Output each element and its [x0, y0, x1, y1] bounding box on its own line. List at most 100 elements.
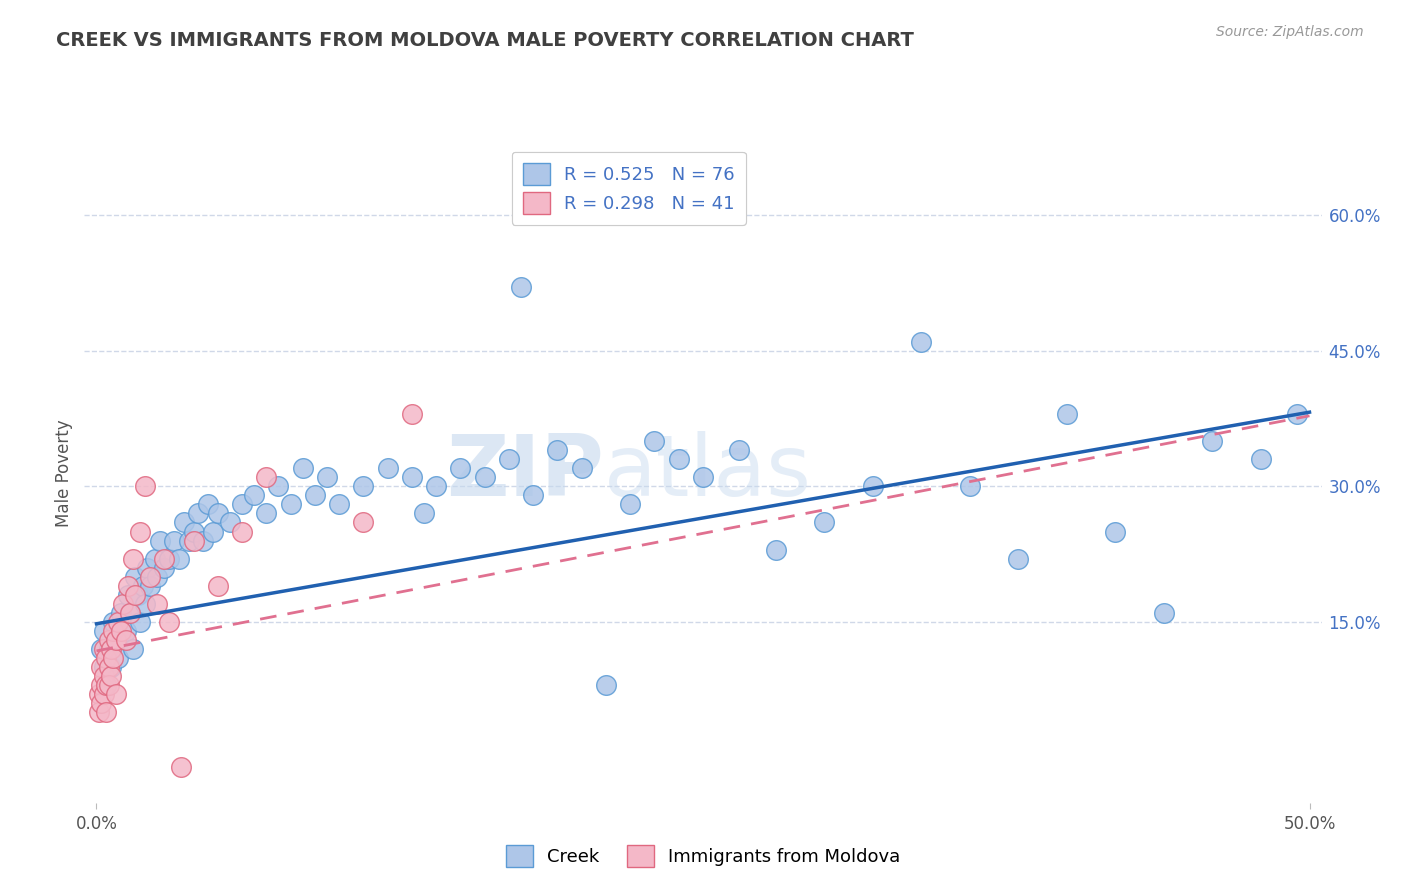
- Point: [1007, 551, 1029, 566]
- Point: [122, 642, 145, 657]
- Point: [163, 533, 186, 548]
- Point: [136, 560, 159, 574]
- Point: [173, 516, 195, 530]
- Point: [643, 434, 665, 449]
- Point: [187, 507, 209, 521]
- Point: [97, 678, 120, 692]
- Point: [959, 479, 981, 493]
- Point: [129, 615, 152, 629]
- Point: [862, 479, 884, 493]
- Point: [153, 560, 176, 574]
- Point: [1201, 434, 1223, 449]
- Point: [114, 624, 136, 638]
- Point: [134, 597, 156, 611]
- Point: [124, 570, 146, 584]
- Point: [177, 533, 200, 548]
- Point: [117, 579, 139, 593]
- Point: [157, 615, 180, 629]
- Point: [1286, 407, 1309, 421]
- Legend: Creek, Immigrants from Moldova: Creek, Immigrants from Moldova: [499, 838, 907, 874]
- Point: [728, 443, 751, 458]
- Point: [254, 470, 277, 484]
- Point: [910, 334, 932, 349]
- Point: [110, 606, 132, 620]
- Point: [107, 615, 129, 629]
- Point: [104, 687, 127, 701]
- Point: [254, 507, 277, 521]
- Point: [139, 579, 162, 593]
- Point: [97, 633, 120, 648]
- Point: [765, 542, 787, 557]
- Point: [97, 660, 120, 674]
- Point: [571, 461, 593, 475]
- Point: [328, 497, 350, 511]
- Point: [207, 507, 229, 521]
- Point: [122, 551, 145, 566]
- Point: [104, 633, 127, 648]
- Text: atlas: atlas: [605, 431, 813, 515]
- Point: [352, 516, 374, 530]
- Point: [1250, 452, 1272, 467]
- Point: [131, 579, 153, 593]
- Point: [522, 488, 544, 502]
- Point: [183, 524, 205, 539]
- Point: [291, 461, 314, 475]
- Point: [304, 488, 326, 502]
- Point: [120, 606, 142, 620]
- Point: [146, 570, 169, 584]
- Point: [498, 452, 520, 467]
- Point: [143, 551, 166, 566]
- Point: [668, 452, 690, 467]
- Point: [148, 533, 170, 548]
- Point: [201, 524, 224, 539]
- Point: [157, 551, 180, 566]
- Point: [267, 479, 290, 493]
- Point: [124, 588, 146, 602]
- Legend: R = 0.525   N = 76, R = 0.298   N = 41: R = 0.525 N = 76, R = 0.298 N = 41: [512, 152, 745, 225]
- Point: [170, 759, 193, 773]
- Point: [401, 470, 423, 484]
- Point: [87, 706, 110, 720]
- Point: [127, 588, 149, 602]
- Point: [120, 606, 142, 620]
- Point: [103, 624, 125, 638]
- Point: [103, 651, 125, 665]
- Point: [243, 488, 266, 502]
- Point: [316, 470, 339, 484]
- Point: [107, 651, 129, 665]
- Point: [280, 497, 302, 511]
- Point: [100, 660, 122, 674]
- Point: [474, 470, 496, 484]
- Point: [90, 696, 112, 710]
- Point: [100, 669, 122, 683]
- Point: [167, 551, 190, 566]
- Point: [352, 479, 374, 493]
- Point: [103, 615, 125, 629]
- Point: [183, 533, 205, 548]
- Point: [1056, 407, 1078, 421]
- Point: [87, 687, 110, 701]
- Point: [96, 651, 118, 665]
- Text: ZIP: ZIP: [446, 431, 605, 515]
- Point: [219, 516, 242, 530]
- Point: [90, 642, 112, 657]
- Text: Source: ZipAtlas.com: Source: ZipAtlas.com: [1216, 25, 1364, 39]
- Point: [425, 479, 447, 493]
- Point: [139, 570, 162, 584]
- Point: [93, 687, 115, 701]
- Point: [692, 470, 714, 484]
- Point: [134, 479, 156, 493]
- Point: [510, 280, 533, 294]
- Point: [546, 443, 568, 458]
- Point: [96, 678, 118, 692]
- Point: [96, 678, 118, 692]
- Point: [104, 633, 127, 648]
- Point: [1153, 606, 1175, 620]
- Point: [595, 678, 617, 692]
- Point: [93, 660, 115, 674]
- Point: [197, 497, 219, 511]
- Point: [110, 624, 132, 638]
- Point: [129, 524, 152, 539]
- Point: [146, 597, 169, 611]
- Point: [153, 551, 176, 566]
